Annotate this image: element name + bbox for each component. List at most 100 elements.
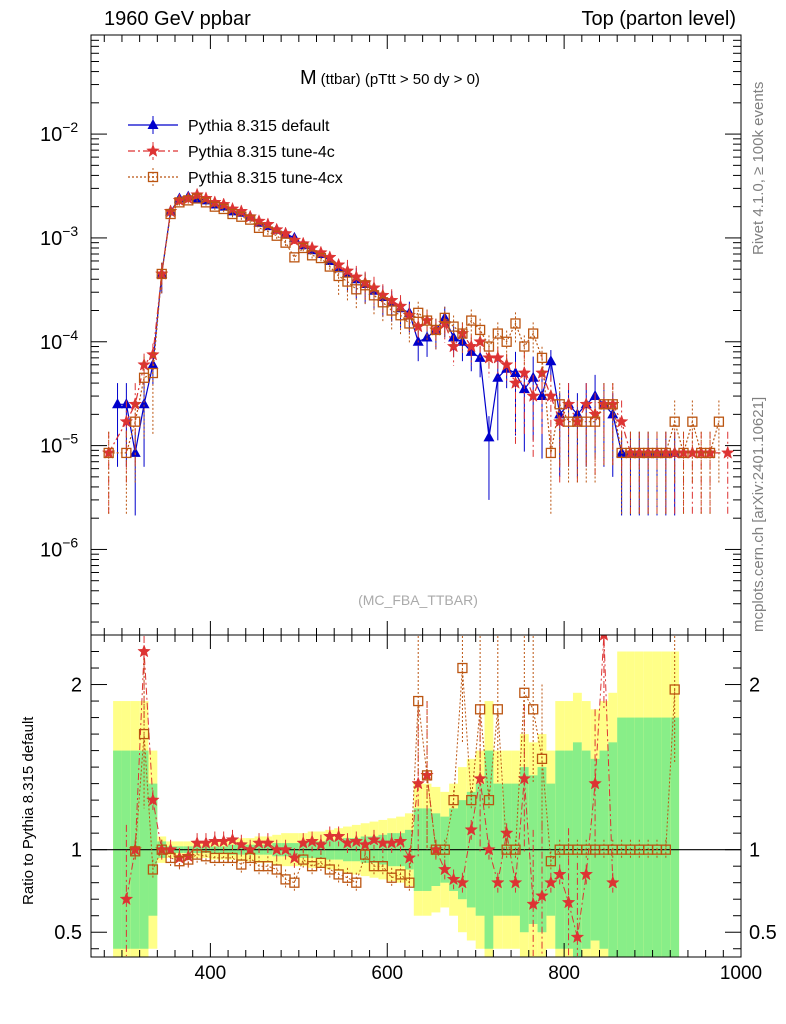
data-point-square [130,846,141,857]
data-point-square [245,214,256,225]
data-point-triangle [545,355,557,366]
ratio-series-group [119,635,680,956]
data-point-square [466,315,477,326]
data-point-star [349,834,364,848]
ratio-y-tick-label: 1 [71,840,82,862]
data-point-square [324,261,335,272]
y-tick-exponent: −3 [62,223,78,239]
data-point-square [669,416,680,427]
data-point-star [305,834,319,848]
ratio-y-tick-label-right: 1 [749,840,760,862]
data-point-square [227,852,238,864]
legend-item-default: Pythia 8.315 default [128,116,330,135]
chart-title: M (ttbar) (pTtt > 50 dy > 0) [300,67,480,89]
data-point-star [402,850,417,864]
data-point-square [289,252,300,263]
data-point-square [519,341,530,352]
y-tick-label: 10−4 [40,327,78,354]
data-point-square [368,290,380,301]
stat-band [626,717,635,957]
series-line [108,197,720,456]
data-point-star [464,339,479,353]
chart-title-sub: (ttbar) (pTtt > 50 dy > 0) [321,71,480,88]
x-tick-label: 600 [371,963,403,984]
data-point-square [413,695,424,707]
ratio-y-tick-label-right: 2 [749,675,760,697]
data-point-star [367,832,381,846]
data-point-square [439,844,450,855]
data-point-square [457,662,468,674]
legend-label: Pythia 8.315 tune-4c [188,144,335,161]
data-point-square [704,447,716,459]
y-tick-label: 10−3 [40,223,78,250]
data-point-square [280,237,291,248]
data-point-square [236,859,247,870]
data-point-square [103,447,114,459]
legend-item-tune4cx: Pythia 8.315 tune-4cx [128,168,343,187]
data-point-star [225,832,240,846]
ratio-series-line [134,667,676,884]
data-point-square [687,416,698,427]
data-point-star [490,350,505,364]
data-point-square [156,844,167,855]
data-point-square [483,341,495,352]
ratio-y-axis-label: Ratio to Pythia 8.315 default [20,716,37,905]
data-point-square [165,208,176,220]
ratio-frame [90,634,742,958]
data-point-square [147,367,159,379]
data-point-square [448,794,459,806]
data-point-triangle [147,119,159,129]
data-point-square [528,328,539,339]
data-point-star [331,829,346,843]
data-point-star [508,375,523,389]
data-point-square [298,854,309,865]
data-point-star [579,397,594,411]
data-point-square [430,324,442,336]
data-point-star [340,263,355,277]
data-point-square [439,312,450,323]
data-point-star [552,867,567,881]
energy-label: 1960 GeV ppbar [104,8,251,30]
chart-title-main: M [300,67,317,89]
data-point-star [526,388,541,402]
data-point-triangle [483,431,495,442]
data-point-star [605,875,620,889]
data-point-star [535,888,549,902]
data-point-square [342,276,353,287]
data-point-square [660,447,671,459]
data-point-square [333,270,344,282]
data-point-star [261,835,275,849]
stat-band [634,717,644,957]
data-point-square [421,770,433,781]
data-point-star [599,635,609,641]
data-point-star [137,357,151,371]
data-point-square [377,297,388,308]
legend-label: Pythia 8.315 default [188,118,330,135]
data-point-square [351,877,362,888]
data-point-square [413,307,424,318]
data-point-square [510,844,521,855]
watermark: (MC_FBA_TTBAR) [358,592,478,608]
data-point-square [421,315,433,326]
data-point-square [607,399,618,410]
data-point-square [554,399,565,410]
data-point-square [138,728,150,740]
data-point-star [137,644,151,658]
data-point-square [660,844,671,855]
data-point-square [156,268,167,280]
data-point-square [545,447,557,459]
data-point-square [483,794,495,806]
data-point-star [146,143,160,157]
x-tick-label: 1000 [720,963,762,984]
data-point-star [128,397,143,411]
data-point-star [437,862,452,876]
data-point-star [499,826,514,839]
data-point-square [678,447,689,459]
data-point-star [544,388,558,402]
data-point-square [510,318,521,329]
x-tick-label: 800 [548,963,580,984]
data-point-square [536,753,548,764]
data-point-square [492,328,503,339]
data-point-square [474,324,486,336]
ratio-series-line [125,635,614,938]
